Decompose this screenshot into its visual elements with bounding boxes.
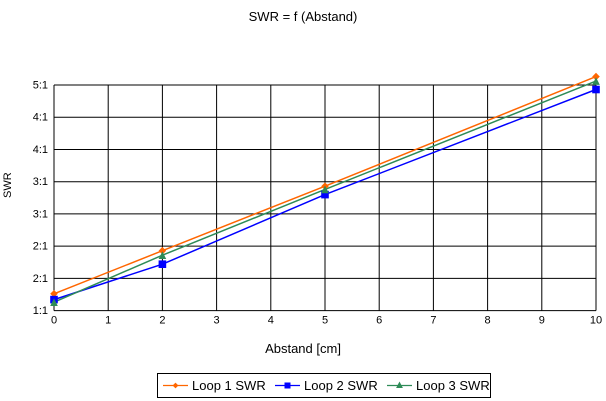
svg-text:8: 8 <box>485 315 491 327</box>
svg-text:3: 3 <box>214 315 220 327</box>
svg-text:10: 10 <box>590 315 602 327</box>
svg-text:1:1: 1:1 <box>33 305 48 317</box>
svg-text:2: 2 <box>159 315 165 327</box>
svg-text:4: 4 <box>268 315 274 327</box>
svg-text:5: 5 <box>322 315 328 327</box>
svg-text:3:1: 3:1 <box>33 208 48 220</box>
svg-text:4:1: 4:1 <box>33 112 48 124</box>
svg-text:5:1: 5:1 <box>33 80 48 92</box>
svg-text:4:1: 4:1 <box>33 144 48 156</box>
svg-text:2:1: 2:1 <box>33 241 48 253</box>
svg-text:1: 1 <box>105 315 111 327</box>
svg-text:2:1: 2:1 <box>33 273 48 285</box>
svg-text:3:1: 3:1 <box>33 176 48 188</box>
svg-text:9: 9 <box>539 315 545 327</box>
svg-text:6: 6 <box>376 315 382 327</box>
svg-text:0: 0 <box>51 315 57 327</box>
svg-text:7: 7 <box>430 315 436 327</box>
